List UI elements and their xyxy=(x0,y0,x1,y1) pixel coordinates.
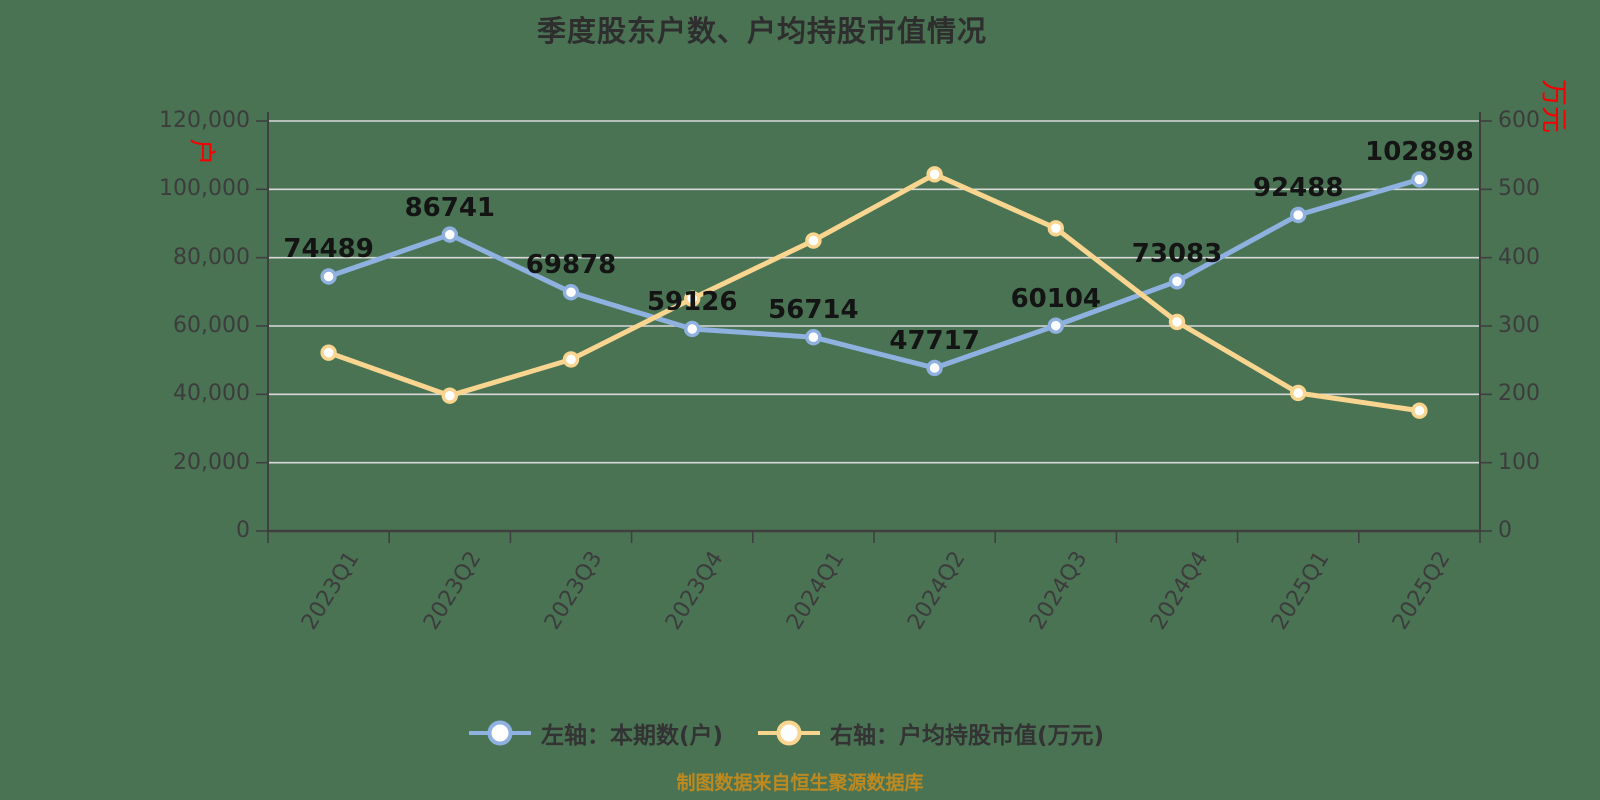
data-point-label: 56714 xyxy=(768,295,859,326)
right-axis-tick-label: 500 xyxy=(1498,176,1540,202)
source-note: 制图数据来自恒生聚源数据库 xyxy=(676,772,924,794)
right-axis-tick-label: 400 xyxy=(1498,244,1540,270)
data-point-label: 59126 xyxy=(646,286,738,317)
right-axis-tick-label: 0 xyxy=(1498,518,1512,543)
left-axis-tick-label: 60,000 xyxy=(173,313,250,338)
line-circle-icon xyxy=(469,720,531,746)
left-axis-tick-label: 80,000 xyxy=(173,244,250,270)
data-point-left-2025Q1[interactable] xyxy=(1289,206,1307,224)
data-point-left-2024Q1[interactable] xyxy=(805,329,822,346)
right-axis-tick-label: 300 xyxy=(1498,313,1540,338)
data-point-label: 47717 xyxy=(889,325,980,356)
chart-title: 季度股东户数、户均持股市值情况 xyxy=(536,14,987,48)
legend: 左轴：本期数(户) 右轴：户均持股市值(万元) xyxy=(468,716,1104,750)
data-point-label: 69878 xyxy=(525,250,617,281)
line-circle-icon xyxy=(758,720,821,746)
legend-label: 左轴：本期数(户) xyxy=(541,723,724,749)
legend-item-avg-holding-value[interactable]: 右轴：户均持股市值(万元) xyxy=(757,716,1104,750)
data-point-right-2024Q4[interactable] xyxy=(1168,313,1186,331)
data-point-label: 92488 xyxy=(1252,172,1344,203)
right-axis-tick-label: 600 xyxy=(1498,108,1540,133)
series-line-left xyxy=(326,176,1422,371)
data-point-right-2024Q1[interactable] xyxy=(805,232,822,249)
data-point-label: 86741 xyxy=(404,192,496,223)
data-point-right-2025Q1[interactable] xyxy=(1289,384,1307,402)
data-point-left-2023Q1[interactable] xyxy=(320,268,337,285)
series-line-right xyxy=(326,171,1422,414)
data-point-right-2023Q4[interactable] xyxy=(684,290,701,307)
right-axis-tick-label: 200 xyxy=(1498,381,1540,407)
data-point-left-2023Q3[interactable] xyxy=(562,284,580,301)
data-point-label: 74489 xyxy=(283,234,374,265)
data-point-left-2023Q4[interactable] xyxy=(684,320,701,338)
data-point-right-2023Q1[interactable] xyxy=(320,344,337,361)
data-point-label: 102898 xyxy=(1365,137,1474,168)
legend-item-shareholder-count[interactable]: 左轴：本期数(户) xyxy=(468,716,723,750)
data-point-label: 60104 xyxy=(1010,283,1102,314)
data-point-right-2023Q2[interactable] xyxy=(441,387,458,404)
data-point-left-2025Q2[interactable] xyxy=(1411,171,1428,188)
left-axis-tick-label: 40,000 xyxy=(173,381,250,407)
data-point-right-2024Q3[interactable] xyxy=(1047,220,1065,237)
left-axis-tick-label: 20,000 xyxy=(173,449,250,475)
data-point-left-2024Q4[interactable] xyxy=(1168,273,1186,290)
data-point-left-2023Q2[interactable] xyxy=(441,226,458,243)
legend-label: 右轴：户均持股市值(万元) xyxy=(830,723,1105,749)
data-point-right-2025Q2[interactable] xyxy=(1411,402,1428,419)
left-axis-tick-label: 0 xyxy=(236,518,250,543)
data-point-right-2024Q2[interactable] xyxy=(926,166,943,183)
right-axis-tick-label: 100 xyxy=(1498,449,1540,475)
left-axis-tick-label: 100,000 xyxy=(159,176,250,202)
data-point-right-2023Q3[interactable] xyxy=(562,351,580,368)
data-point-left-2024Q2[interactable] xyxy=(926,359,943,377)
data-point-left-2024Q3[interactable] xyxy=(1047,317,1065,334)
data-point-label: 73083 xyxy=(1131,239,1223,270)
left-axis-tick-label: 120,000 xyxy=(159,108,250,133)
